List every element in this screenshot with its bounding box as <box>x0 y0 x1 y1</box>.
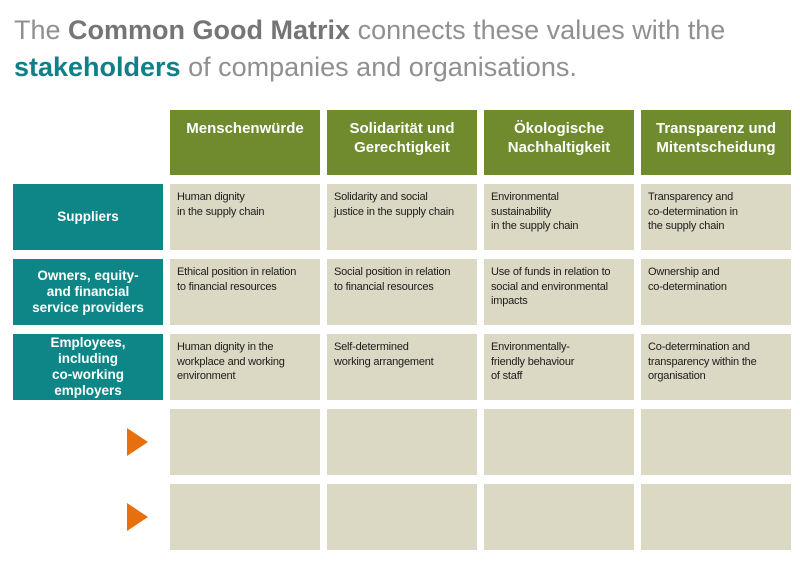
matrix-cell: Social position in relation to financial… <box>327 259 477 325</box>
row-header-employees: Employees, including co-working employer… <box>13 334 163 400</box>
arrow-right-icon <box>127 428 148 456</box>
page-title: The Common Good Matrix connects these va… <box>14 12 725 86</box>
row-header-hidden-5 <box>13 484 163 550</box>
matrix-cell: Solidarity and social justice in the sup… <box>327 184 477 250</box>
matrix-cell: Environmental sustainability in the supp… <box>484 184 634 250</box>
title-text: The <box>14 15 61 45</box>
row-header-suppliers: Suppliers <box>13 184 163 250</box>
title-emphasis-stakeholders: stakeholders <box>14 52 181 82</box>
title-emphasis-common-good-matrix: Common Good Matrix <box>68 15 351 45</box>
matrix-corner-spacer <box>13 110 163 175</box>
row-header-hidden-4 <box>13 409 163 475</box>
column-header-menschenwuerde: Menschenwürde <box>170 110 320 175</box>
matrix-cell-empty <box>484 484 634 550</box>
matrix-cell-empty <box>327 409 477 475</box>
matrix-cell: Transparency and co-determination in the… <box>641 184 791 250</box>
matrix-cell-empty <box>327 484 477 550</box>
column-header-transparenz: Transparenz und Mitentscheidung <box>641 110 791 175</box>
matrix-cell: Use of funds in relation to social and e… <box>484 259 634 325</box>
title-line-1: The Common Good Matrix connects these va… <box>14 12 725 49</box>
matrix-cell: Self-determined working arrangement <box>327 334 477 400</box>
matrix-cell-empty <box>170 484 320 550</box>
matrix-cell-empty <box>641 484 791 550</box>
row-header-owners: Owners, equity- and financial service pr… <box>13 259 163 325</box>
matrix-table: Menschenwürde Solidarität und Gerechtigk… <box>13 110 791 550</box>
matrix-cell: Human dignity in the supply chain <box>170 184 320 250</box>
column-header-oekologische: Ökologische Nachhaltigkeit <box>484 110 634 175</box>
matrix-cell-empty <box>170 409 320 475</box>
matrix-cell: Human dignity in the workplace and worki… <box>170 334 320 400</box>
matrix-cell: Co-determination and transparency within… <box>641 334 791 400</box>
matrix-cell: Environmentally- friendly behaviour of s… <box>484 334 634 400</box>
title-text: connects these values with the <box>357 15 726 45</box>
matrix-cell-empty <box>484 409 634 475</box>
matrix-cell: Ownership and co-determination <box>641 259 791 325</box>
column-header-solidaritaet: Solidarität und Gerechtigkeit <box>327 110 477 175</box>
matrix-cell-empty <box>641 409 791 475</box>
arrow-right-icon <box>127 503 148 531</box>
title-line-2: stakeholders of companies and organisati… <box>14 49 725 86</box>
title-text: of companies and organisations. <box>188 52 577 82</box>
matrix-cell: Ethical position in relation to financia… <box>170 259 320 325</box>
